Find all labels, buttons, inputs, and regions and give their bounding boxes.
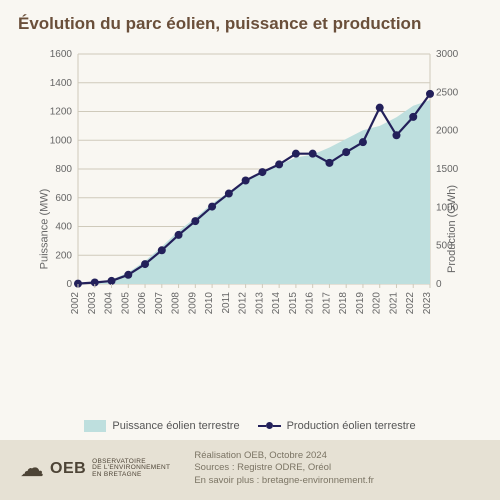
logo-main: OEB bbox=[50, 458, 86, 480]
svg-text:2004: 2004 bbox=[104, 292, 115, 315]
svg-text:0: 0 bbox=[436, 279, 442, 290]
svg-text:2002: 2002 bbox=[70, 292, 81, 315]
svg-text:2021: 2021 bbox=[388, 292, 399, 315]
cloud-icon: ☁ bbox=[20, 457, 44, 481]
logo-sub3: EN BRETAGNE bbox=[92, 472, 170, 479]
svg-text:600: 600 bbox=[55, 193, 72, 204]
footer-line1: Réalisation OEB, Octobre 2024 bbox=[194, 450, 374, 463]
footer: ☁ OEB OBSERVATOIRE DE L'ENVIRONNEMENT EN… bbox=[0, 440, 500, 500]
svg-text:2009: 2009 bbox=[187, 292, 198, 315]
svg-text:2008: 2008 bbox=[171, 292, 182, 315]
svg-text:0: 0 bbox=[66, 279, 72, 290]
svg-text:800: 800 bbox=[55, 164, 72, 175]
svg-text:400: 400 bbox=[55, 222, 72, 233]
svg-text:2003: 2003 bbox=[87, 292, 98, 315]
chart-svg: 0200400600800100012001400160005001000150… bbox=[24, 44, 476, 344]
oeb-logo: ☁ OEB OBSERVATOIRE DE L'ENVIRONNEMENT EN… bbox=[20, 457, 170, 481]
svg-text:2500: 2500 bbox=[436, 87, 459, 98]
chart-title: Évolution du parc éolien, puissance et p… bbox=[0, 0, 500, 40]
svg-text:2013: 2013 bbox=[254, 292, 265, 315]
legend-line: Production éolien terrestre bbox=[258, 420, 416, 432]
svg-text:2020: 2020 bbox=[372, 292, 383, 315]
legend-line-label: Production éolien terrestre bbox=[287, 420, 416, 432]
svg-text:1000: 1000 bbox=[50, 135, 73, 146]
svg-text:2007: 2007 bbox=[154, 292, 165, 315]
y-axis-right-label: Production (GWh) bbox=[446, 185, 458, 273]
svg-text:2010: 2010 bbox=[204, 292, 215, 315]
svg-text:2019: 2019 bbox=[355, 292, 366, 315]
line-swatch-icon bbox=[258, 422, 281, 429]
svg-text:2012: 2012 bbox=[238, 292, 249, 315]
svg-text:2000: 2000 bbox=[436, 126, 459, 137]
svg-text:2018: 2018 bbox=[338, 292, 349, 315]
chart-area: Puissance (MW) Production (GWh) 0 200 400 6… bbox=[0, 40, 500, 418]
area-swatch-icon bbox=[84, 420, 106, 432]
legend-area-label: Puissance éolien terrestre bbox=[112, 420, 239, 432]
legend-area: Puissance éolien terrestre bbox=[84, 420, 239, 432]
svg-text:2011: 2011 bbox=[221, 292, 232, 314]
svg-text:2017: 2017 bbox=[321, 292, 332, 315]
svg-text:2015: 2015 bbox=[288, 292, 299, 315]
svg-text:1400: 1400 bbox=[50, 78, 73, 89]
svg-text:2022: 2022 bbox=[405, 292, 416, 315]
svg-text:2023: 2023 bbox=[422, 292, 433, 315]
svg-text:1500: 1500 bbox=[436, 164, 459, 175]
svg-text:1200: 1200 bbox=[50, 107, 73, 118]
svg-text:200: 200 bbox=[55, 250, 72, 261]
svg-text:2016: 2016 bbox=[305, 292, 316, 315]
svg-text:2006: 2006 bbox=[137, 292, 148, 315]
footer-text: Réalisation OEB, Octobre 2024 Sources : … bbox=[194, 450, 374, 488]
footer-line2: Sources : Registre ODRE, Oréol bbox=[194, 462, 374, 475]
y-axis-left-label: Puissance (MW) bbox=[38, 188, 50, 269]
svg-text:3000: 3000 bbox=[436, 49, 459, 60]
legend: Puissance éolien terrestre Production éo… bbox=[0, 418, 500, 440]
svg-text:2014: 2014 bbox=[271, 292, 282, 315]
svg-text:1600: 1600 bbox=[50, 49, 73, 60]
footer-line3: En savoir plus : bretagne-environnement.… bbox=[194, 475, 374, 488]
svg-text:2005: 2005 bbox=[120, 292, 131, 315]
